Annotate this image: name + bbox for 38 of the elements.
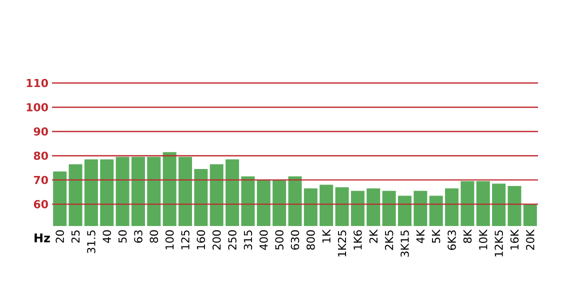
x-tick-label: 6K3 — [448, 230, 456, 250]
x-tick-label: 8K — [463, 229, 472, 243]
x-tick-label: 63 — [134, 230, 142, 243]
x-axis-title: Hz — [34, 234, 50, 242]
x-tick-label: 25 — [71, 230, 80, 243]
x-tick-label: 10K — [479, 229, 488, 250]
x-tick-label: 16K — [510, 229, 519, 250]
y-tick-label: 110 — [26, 78, 48, 88]
x-tick-label: 2K — [369, 229, 378, 243]
x-tick-label: 1K6 — [354, 230, 362, 250]
y-tick-label: 90 — [34, 127, 48, 136]
x-tick-label: 250 — [228, 230, 236, 250]
y-tick-label: 70 — [34, 176, 48, 184]
x-tick-label: 315 — [244, 230, 252, 250]
x-tick-label: 200 — [212, 230, 221, 250]
x-tick-label: 800 — [306, 230, 315, 250]
x-tick-label: 31.5 — [87, 230, 96, 254]
x-tick-label: 40 — [102, 230, 112, 243]
x-tick-label: 5K — [432, 229, 440, 243]
x-tick-label: 1K25 — [338, 230, 346, 256]
x-tick-label: 630 — [290, 230, 300, 250]
x-tick-label: 125 — [181, 230, 190, 250]
x-tick-label: 50 — [118, 230, 127, 243]
x-tick-label: 80 — [150, 230, 158, 243]
y-tick-label: 60 — [34, 200, 48, 208]
x-tick-label: 500 — [275, 230, 284, 250]
x-tick-label: 400 — [260, 230, 268, 250]
x-tick-label: 12K5 — [494, 230, 503, 256]
x-tick-label: 2K5 — [384, 230, 394, 250]
x-tick-label: 100 — [165, 230, 174, 250]
y-tick-label: 80 — [34, 152, 48, 160]
y-tick-label: 100 — [26, 103, 48, 112]
x-tick-label: 20 — [56, 230, 64, 243]
x-tick-label: 4K — [416, 229, 424, 244]
x-tick-label: 3K15 — [400, 230, 409, 257]
x-tick-label: 1K — [322, 229, 330, 242]
x-tick-label: 20K — [526, 229, 534, 250]
x-tick-label: 160 — [196, 230, 206, 250]
